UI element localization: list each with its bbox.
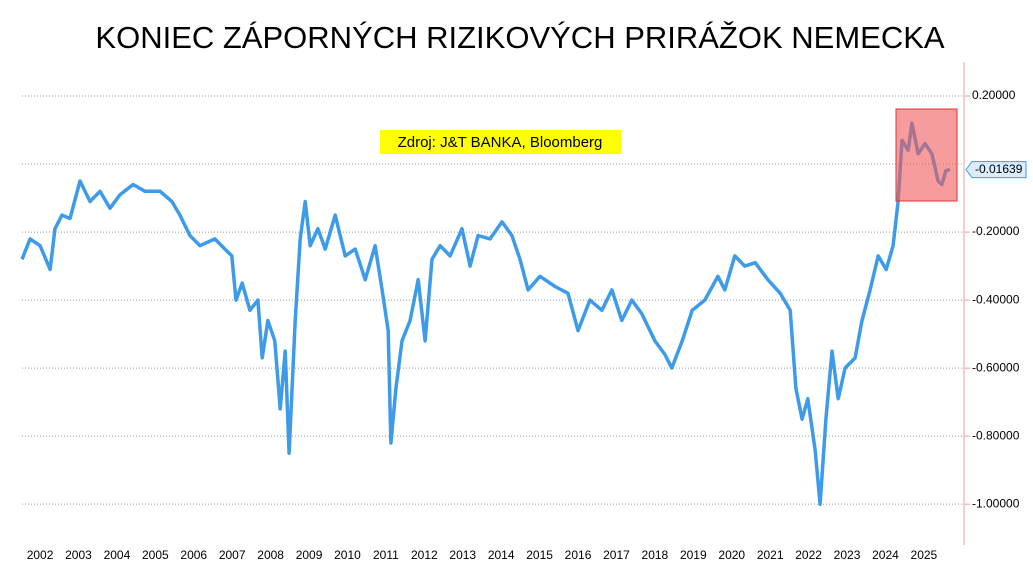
x-tick-label: 2014 <box>488 548 515 562</box>
highlight-box <box>895 108 958 202</box>
y-tick-label: -1.00000 <box>972 496 1020 510</box>
source-annotation: Zdroj: J&T BANKA, Bloomberg <box>398 134 603 151</box>
x-tick-label: 2016 <box>565 548 592 562</box>
y-tick-label: 0.20000 <box>972 88 1016 102</box>
x-tick-label: 2011 <box>373 548 399 562</box>
last-value-label: -0.01639 <box>975 162 1023 176</box>
x-tick-label: 2021 <box>757 548 784 562</box>
x-tick-label: 2008 <box>257 548 284 562</box>
x-tick-label: 2006 <box>180 548 207 562</box>
x-tick-label: 2012 <box>411 548 438 562</box>
y-tick-label: -0.60000 <box>972 360 1020 374</box>
x-tick-label: 2005 <box>142 548 169 562</box>
x-tick-label: 2019 <box>680 548 707 562</box>
x-tick-label: 2020 <box>718 548 745 562</box>
y-tick-label: -0.40000 <box>972 292 1020 306</box>
x-tick-label: 2017 <box>603 548 630 562</box>
plot <box>20 121 951 506</box>
x-tick-label: 2010 <box>334 548 361 562</box>
last-value-box <box>965 161 1027 179</box>
y-tick-label: -0.20000 <box>972 224 1020 238</box>
y-tick-label: -0.80000 <box>972 428 1020 442</box>
x-tick-label: 2013 <box>449 548 476 562</box>
x-tick-label: 2024 <box>872 548 899 562</box>
x-tick-label: 2015 <box>526 548 553 562</box>
x-tick-label: 2007 <box>219 548 246 562</box>
x-tick-label: 2018 <box>642 548 669 562</box>
x-tick-label: 2004 <box>104 548 131 562</box>
x-tick-label: 2003 <box>65 548 92 562</box>
x-tick-label: 2022 <box>795 548 822 562</box>
chart-title: KONIEC ZÁPORNÝCH RIZIKOVÝCH PRIRÁŽOK NEM… <box>95 20 944 55</box>
x-tick-label: 2009 <box>296 548 323 562</box>
annotation-bg <box>380 130 621 154</box>
x-tick-label: 2023 <box>834 548 861 562</box>
line <box>20 121 951 506</box>
x-tick-label: 2025 <box>911 548 938 562</box>
x-tick-label: 2002 <box>27 548 54 562</box>
